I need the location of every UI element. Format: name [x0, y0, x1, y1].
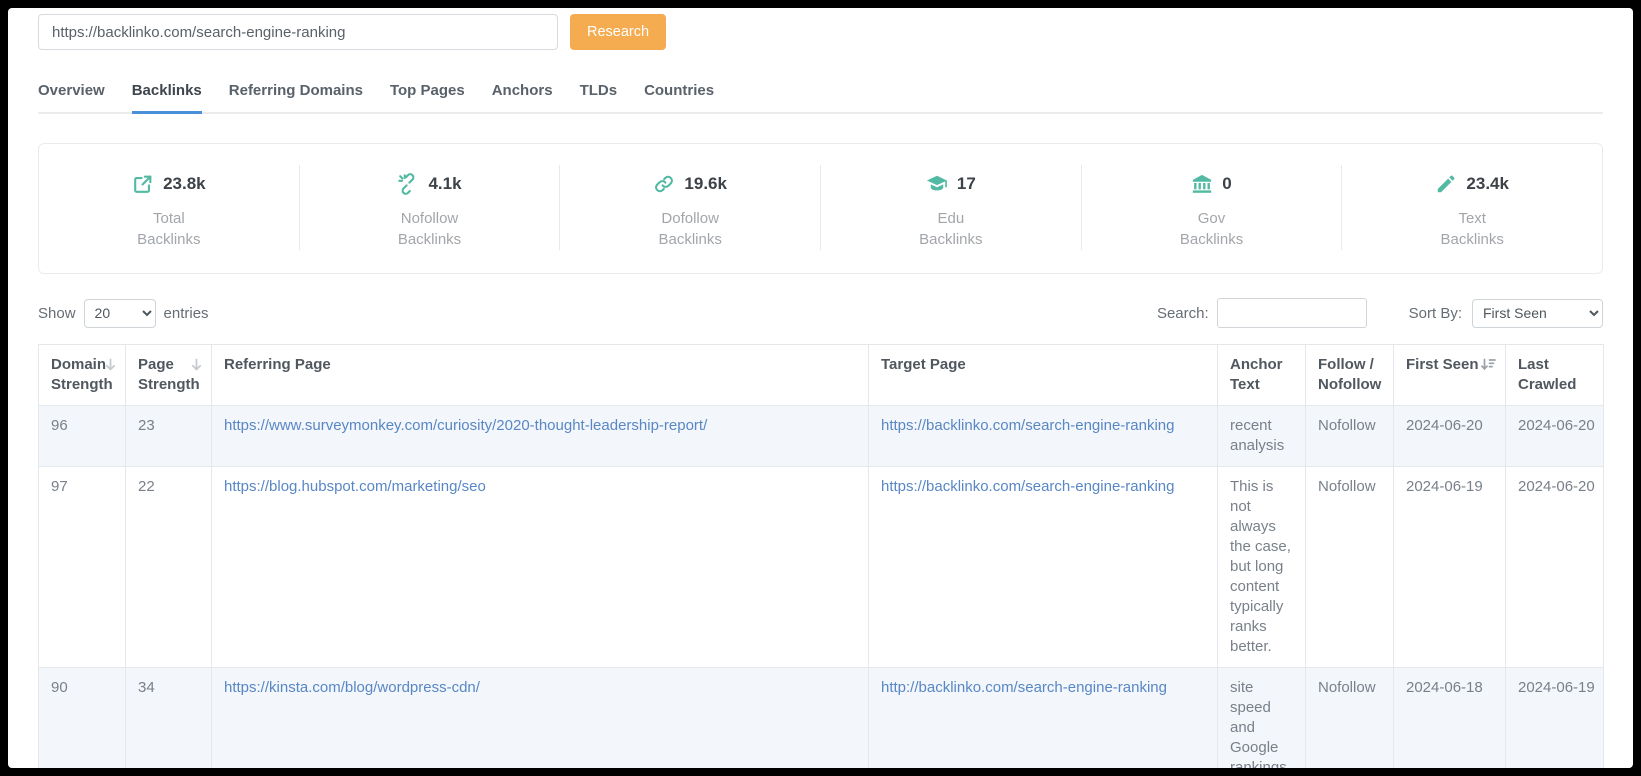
cell-page-strength: 23 [125, 405, 212, 467]
stat-value: 17 [956, 174, 976, 193]
cell-page-strength: 34 [125, 667, 212, 768]
cell-referring-page: https://blog.hubspot.com/marketing/seo [211, 466, 869, 668]
search-row: Research [38, 14, 1603, 50]
cell-last-crawled: 2024-06-19 [1505, 667, 1604, 768]
table-controls: Show 20 entries Search: Sort By: First S… [38, 298, 1603, 328]
stat-edu-backlinks: 17 Edu Backlinks [820, 165, 1081, 250]
stat-label: Nofollow Backlinks [397, 210, 462, 248]
sort-by-label: Sort By: [1408, 304, 1462, 322]
tab-backlinks[interactable]: Backlinks [131, 82, 202, 114]
cell-referring-page: https://kinsta.com/blog/wordpress-cdn/ [211, 667, 869, 768]
sort-arrow-down-icon [191, 357, 202, 377]
stat-label: Edu Backlinks [919, 210, 983, 248]
url-input[interactable] [38, 14, 558, 50]
cell-anchor-text: This is not always the case, but long co… [1217, 466, 1306, 668]
table-search-input[interactable] [1216, 298, 1367, 328]
cell-follow: Nofollow [1305, 405, 1394, 467]
tab-referring-domains[interactable]: Referring Domains [228, 82, 363, 99]
stat-dofollow-backlinks: 19.6k Dofollow Backlinks [559, 165, 820, 250]
tab-overview[interactable]: Overview [38, 82, 105, 99]
table-row: 90 34 https://kinsta.com/blog/wordpress-… [38, 667, 1604, 768]
cell-referring-page: https://www.surveymonkey.com/curiosity/2… [211, 405, 869, 467]
target-page-link[interactable]: https://backlinko.com/search-engine-rank… [881, 478, 1175, 495]
stat-text-backlinks: 23.4k Text Backlinks [1341, 165, 1602, 250]
stat-value: 19.6k [684, 174, 727, 193]
cell-domain-strength: 97 [38, 466, 126, 668]
col-header-first-seen[interactable]: First Seen [1393, 344, 1506, 406]
chain-link-icon [653, 173, 675, 195]
sort-arrow-down-icon [105, 357, 116, 377]
stat-value: 23.4k [1466, 174, 1509, 193]
cell-target-page: http://backlinko.com/search-engine-ranki… [868, 667, 1218, 768]
cell-first-seen: 2024-06-20 [1393, 405, 1506, 467]
cell-follow: Nofollow [1305, 466, 1394, 668]
backlinks-table: Domain Strength Page Strength Referring … [38, 344, 1604, 768]
bank-icon [1191, 173, 1213, 195]
search-sort-controls: Search: Sort By: First Seen [1157, 298, 1603, 328]
col-header-target-page[interactable]: Target Page [868, 344, 1218, 406]
search-label: Search: [1156, 304, 1209, 322]
research-button[interactable]: Research [570, 14, 667, 50]
pencil-icon [1435, 173, 1457, 195]
target-page-link[interactable]: https://backlinko.com/search-engine-rank… [881, 417, 1175, 434]
tab-anchors[interactable]: Anchors [491, 82, 553, 99]
stat-value: 4.1k [428, 174, 462, 193]
cell-page-strength: 22 [125, 466, 212, 668]
stat-gov-backlinks: 0 Gov Backlinks [1080, 165, 1342, 250]
external-link-icon [132, 173, 154, 195]
stat-value: 23.8k [163, 174, 206, 193]
stat-total-backlinks: 23.8k Total Backlinks [39, 165, 299, 250]
graduation-cap-icon [926, 173, 948, 195]
cell-anchor-text: recent analysis [1217, 405, 1306, 467]
tab-bar: Overview Backlinks Referring Domains Top… [38, 82, 1603, 114]
cell-domain-strength: 90 [38, 667, 126, 768]
cell-domain-strength: 96 [38, 405, 126, 467]
tab-countries[interactable]: Countries [644, 82, 715, 99]
stat-value: 0 [1222, 174, 1232, 193]
stat-nofollow-backlinks: 4.1k Nofollow Backlinks [298, 165, 560, 250]
table-header-row: Domain Strength Page Strength Referring … [38, 344, 1604, 406]
col-header-referring-page[interactable]: Referring Page [211, 344, 869, 406]
broken-link-icon [397, 173, 419, 195]
cell-last-crawled: 2024-06-20 [1505, 405, 1604, 467]
col-header-page-strength[interactable]: Page Strength [125, 344, 212, 406]
col-header-last-crawled[interactable]: Last Crawled [1505, 344, 1604, 406]
cell-target-page: https://backlinko.com/search-engine-rank… [868, 466, 1218, 668]
col-header-follow-nofollow[interactable]: Follow / Nofollow [1305, 344, 1394, 406]
target-page-link[interactable]: http://backlinko.com/search-engine-ranki… [881, 679, 1167, 696]
table-row: 97 22 https://blog.hubspot.com/marketing… [38, 466, 1604, 668]
cell-follow: Nofollow [1305, 667, 1394, 768]
stat-label: Gov Backlinks [1179, 210, 1244, 248]
referring-page-link[interactable]: https://blog.hubspot.com/marketing/seo [224, 478, 486, 495]
cell-anchor-text: site speed and Google rankings [1217, 667, 1306, 768]
cell-first-seen: 2024-06-18 [1393, 667, 1506, 768]
tab-tlds[interactable]: TLDs [579, 82, 618, 99]
stat-label: Total Backlinks [137, 210, 201, 248]
entries-control: Show 20 entries [38, 298, 209, 328]
tab-top-pages[interactable]: Top Pages [389, 82, 465, 99]
referring-page-link[interactable]: https://www.surveymonkey.com/curiosity/2… [224, 417, 708, 434]
stat-label: Dofollow Backlinks [658, 210, 722, 248]
stat-label: Text Backlinks [1440, 210, 1504, 248]
sort-amount-desc-icon [1481, 357, 1496, 377]
sort-by-select[interactable]: First Seen [1472, 298, 1603, 328]
table-row: 96 23 https://www.surveymonkey.com/curio… [38, 405, 1604, 467]
col-header-anchor-text[interactable]: Anchor Text [1217, 344, 1306, 406]
stats-card: 23.8k Total Backlinks 4.1k Nofollow Backli… [38, 143, 1603, 274]
referring-page-link[interactable]: https://kinsta.com/blog/wordpress-cdn/ [224, 679, 480, 696]
cell-target-page: https://backlinko.com/search-engine-rank… [868, 405, 1218, 467]
show-label: Show [38, 304, 76, 322]
cell-last-crawled: 2024-06-20 [1505, 466, 1604, 668]
app-window: Research Overview Backlinks Referring Do… [8, 8, 1633, 768]
entries-label: entries [163, 304, 209, 322]
entries-select[interactable]: 20 [83, 298, 156, 328]
col-header-domain-strength[interactable]: Domain Strength [38, 344, 126, 406]
cell-first-seen: 2024-06-19 [1393, 466, 1506, 668]
